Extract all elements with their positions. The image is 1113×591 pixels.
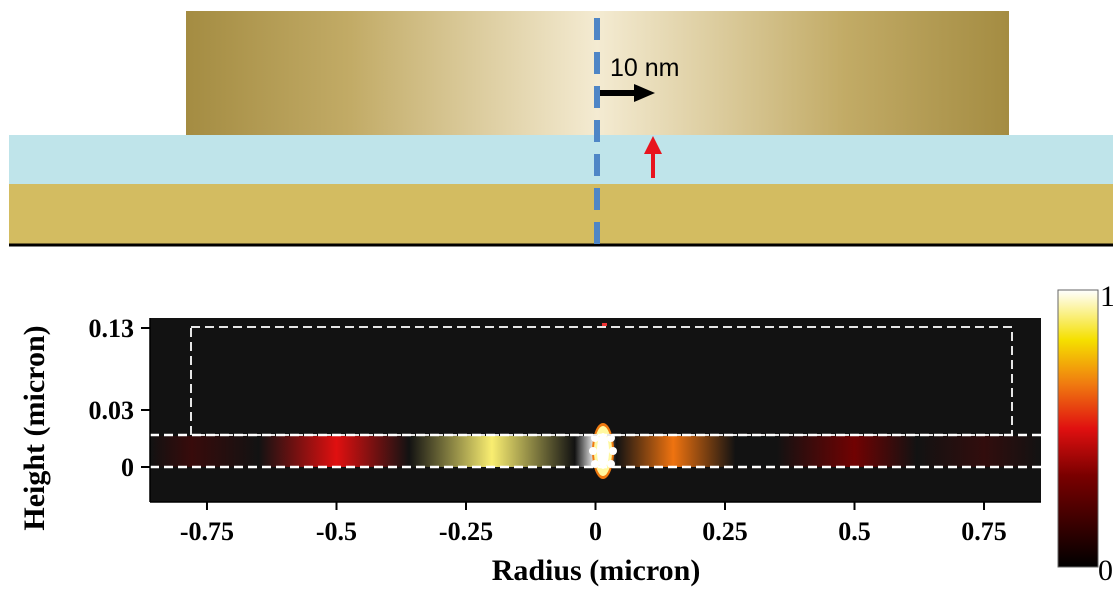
x-tick-label: 0.25: [702, 517, 748, 546]
y-axis-ticks: 0 0.03 0.13: [89, 314, 150, 482]
colorbar: [1057, 289, 1099, 568]
y-tick-label: 0: [121, 453, 134, 482]
scale-arrow-icon: [600, 84, 655, 102]
schematic-diagram: 10 nm: [9, 11, 1113, 252]
x-tick-label: -0.25: [439, 517, 493, 546]
gold-substrate-layer: [9, 184, 1113, 244]
y-tick-label: 0.03: [89, 396, 135, 425]
center-hotspot: [589, 423, 617, 479]
scale-label: 10 nm: [610, 54, 679, 82]
colorbar-min-label: 0: [1098, 554, 1113, 587]
y-tick-label: 0.13: [89, 314, 135, 343]
x-axis-ticks: -0.75 -0.5 -0.25 0 0.25 0.5 0.75: [180, 502, 1007, 546]
colorbar-max-label: 1: [1100, 280, 1113, 313]
disk-outline: [190, 326, 1013, 436]
x-tick-label: -0.5: [316, 517, 357, 546]
x-tick-label: -0.75: [180, 517, 234, 546]
x-axis-title: Radius (micron): [492, 554, 701, 587]
plot-background: [150, 318, 1041, 502]
dielectric-spacer-layer: [9, 135, 1113, 184]
x-tick-label: 0: [589, 517, 602, 546]
top-hotspot: [602, 323, 607, 326]
y-axis-title: Height (micron): [18, 325, 51, 530]
x-tick-label: 0.5: [838, 517, 871, 546]
red-up-arrow-icon: [644, 136, 662, 178]
x-tick-label: 0.75: [961, 517, 1007, 546]
